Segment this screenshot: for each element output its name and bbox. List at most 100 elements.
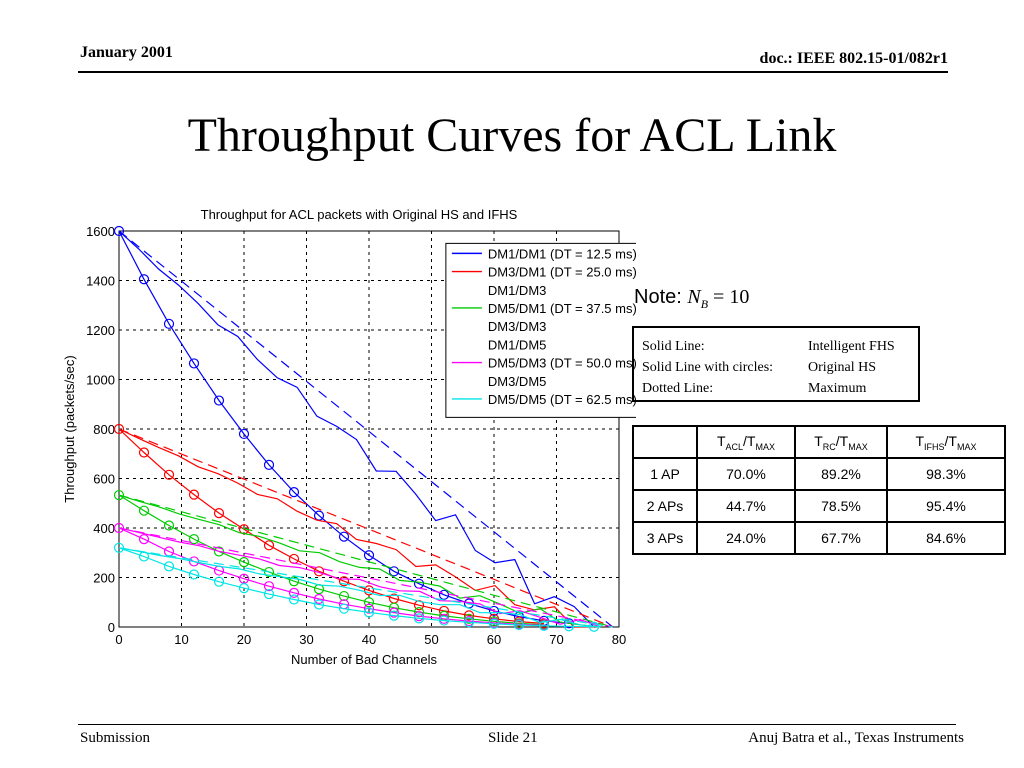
data-point [238, 428, 250, 440]
data-point [288, 587, 300, 598]
table-header-cell: TIFHS/TMAX [886, 425, 1006, 459]
line-legend-key: Solid Line with circles: [642, 360, 774, 375]
line-legend-value: Intelligent FHS [808, 339, 895, 354]
table-cell: 1 AP [632, 457, 698, 491]
data-point [263, 581, 275, 592]
maximum-line [118, 527, 613, 628]
line-style-legend: Solid Line: Intelligent FHS Solid Line wi… [632, 326, 920, 402]
data-point [413, 600, 425, 611]
data-point [163, 318, 175, 329]
legend-entry: DM3/DM1 (DT = 25.0 ms) [488, 265, 636, 280]
line-legend-row: Solid Line with circles: Original HS [642, 357, 918, 378]
data-point [188, 569, 200, 580]
header-doc-id: doc.: IEEE 802.15-01/082r1 [759, 50, 948, 67]
table-cell: 44.7% [696, 489, 796, 523]
data-point [188, 489, 200, 500]
data-point [263, 540, 275, 551]
data-point [138, 534, 150, 545]
table-header-cell [632, 425, 698, 459]
data-point [363, 585, 375, 596]
data-point [213, 508, 225, 519]
data-point [313, 599, 325, 610]
line-legend-row: Solid Line: Intelligent FHS [642, 336, 918, 357]
data-point [263, 459, 275, 470]
table-cell: 24.0% [696, 521, 796, 555]
legend-entry: DM5/DM1 (DT = 37.5 ms) [488, 301, 636, 316]
line-legend-row: Dotted Line: Maximum [642, 378, 918, 399]
line-legend-value: Maximum [808, 381, 867, 396]
data-point [363, 550, 375, 561]
data-point [338, 576, 350, 587]
ifhs-line [118, 527, 601, 628]
data-point [313, 593, 325, 605]
data-point [538, 620, 550, 631]
table-row: 3 APs 24.0% 67.7% 84.6% [632, 521, 1006, 555]
data-point [513, 619, 525, 631]
y-tick-label: 1000 [86, 373, 115, 388]
data-point [488, 618, 500, 629]
footer-submission: Submission [80, 730, 151, 746]
data-point [288, 487, 300, 498]
data-point [138, 274, 150, 285]
footer-rule [78, 724, 956, 725]
data-point [113, 489, 125, 501]
maximum-line [118, 230, 614, 628]
data-point [188, 534, 200, 545]
x-tick-label: 60 [487, 632, 501, 647]
data-point [113, 423, 125, 435]
data-point [463, 610, 475, 621]
table-row: 1 AP 70.0% 89.2% 98.3% [632, 457, 1006, 491]
table-cell: 98.3% [886, 457, 1006, 491]
data-point [113, 542, 125, 553]
data-point [163, 520, 175, 531]
maximum-line [118, 494, 613, 628]
legend-entry: DM1/DM5 [488, 337, 547, 352]
data-point [238, 557, 250, 568]
legend-box [445, 242, 636, 418]
legend-entry: DM5/DM5 (DT = 62.5 ms) [488, 392, 636, 407]
y-axis-label: Throughput (packets/sec) [62, 355, 77, 502]
footer-authors: Anuj Batra et al., Texas Instruments [748, 730, 964, 746]
chart-title: Throughput for ACL packets with Original… [201, 207, 518, 222]
data-point [338, 531, 350, 542]
y-tick-label: 0 [108, 620, 115, 635]
line-legend-key: Solid Line: [642, 339, 705, 354]
y-tick-label: 600 [93, 472, 115, 487]
ifhs-line [118, 428, 594, 628]
data-point [388, 566, 400, 577]
data-point [213, 395, 225, 406]
data-point [488, 605, 500, 617]
data-point [288, 576, 300, 587]
legend-entry: DM1/DM1 (DT = 12.5 ms) [488, 246, 636, 261]
note-prefix: Note: [634, 286, 688, 308]
table-cell: 84.6% [886, 521, 1006, 555]
x-tick-label: 40 [362, 632, 376, 647]
y-tick-label: 1400 [86, 274, 115, 289]
ifhs-line [118, 547, 601, 628]
data-point [338, 590, 350, 602]
data-point [363, 607, 375, 618]
header-date: January 2001 [80, 44, 173, 61]
x-tick-label: 0 [115, 632, 122, 647]
data-point [288, 594, 300, 605]
y-tick-label: 400 [93, 521, 115, 536]
y-tick-label: 800 [93, 422, 115, 437]
legend-entry: DM5/DM3 (DT = 50.0 ms) [488, 356, 636, 371]
series-5 [113, 542, 613, 632]
data-point [463, 617, 475, 628]
data-point [363, 603, 375, 614]
data-point [263, 588, 275, 600]
data-point [138, 447, 150, 458]
line-legend-value: Original HS [808, 360, 877, 375]
line-legend-key: Dotted Line: [642, 381, 714, 396]
ifhs-line [118, 230, 595, 628]
data-point [188, 556, 200, 567]
ifhs-line [118, 494, 601, 628]
table-cell: 78.5% [794, 489, 888, 523]
y-tick-label: 1600 [86, 224, 115, 239]
data-point [388, 610, 400, 621]
table-row: 2 APs 44.7% 78.5% 95.4% [632, 489, 1006, 523]
data-point [413, 613, 425, 624]
data-point [263, 566, 275, 578]
note-symbol: N [687, 286, 701, 308]
